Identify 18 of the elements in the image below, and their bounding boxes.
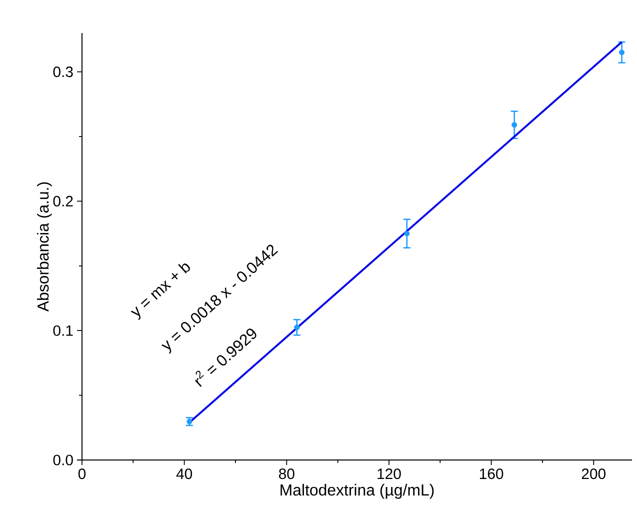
y-tick-label: 0.1 — [53, 325, 73, 336]
x-tick-label: 120 — [378, 468, 401, 480]
x-axis-title: Maltodextrina (µg/mL) — [280, 484, 434, 499]
y-tick-label: 0.3 — [53, 66, 73, 78]
y-tick-label: 0.2 — [53, 196, 73, 206]
y-axis-title: Absorbancia (a.u.) — [37, 182, 52, 312]
x-tick-label: 160 — [480, 468, 504, 480]
annotation: y = mx + b — [130, 264, 190, 320]
x-tick-label: 40 — [176, 468, 192, 480]
point — [186, 418, 192, 424]
x-tick-label: 200 — [582, 468, 606, 480]
point — [618, 50, 625, 56]
x-tick-label: 0 — [78, 468, 86, 480]
x-tick-label: 80 — [279, 468, 294, 480]
y-tick-label: 0.0 — [53, 454, 73, 466]
point — [512, 122, 518, 128]
point — [404, 230, 410, 236]
point — [294, 324, 300, 330]
